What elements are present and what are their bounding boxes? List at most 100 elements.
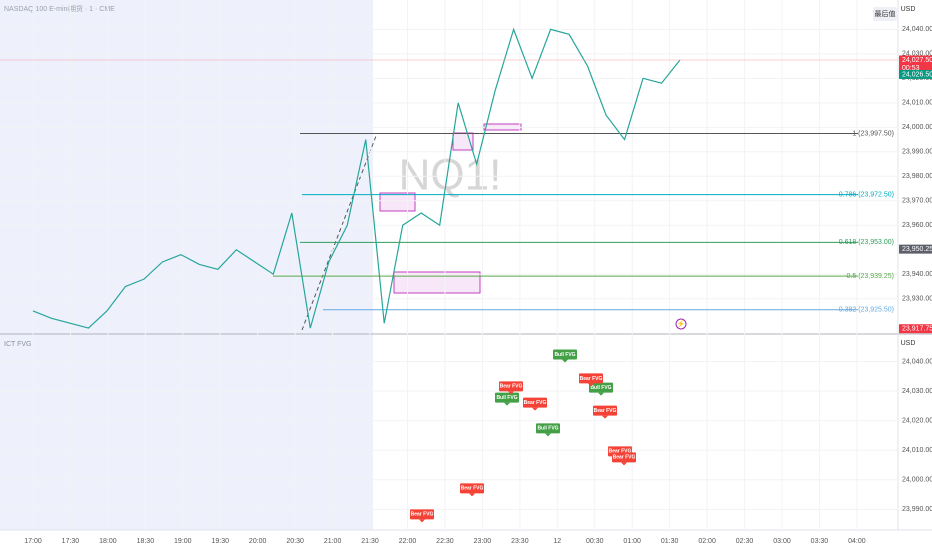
alert-icon[interactable] xyxy=(675,318,687,330)
time-label: 23:00 xyxy=(474,538,492,545)
time-label: 19:30 xyxy=(211,538,229,545)
y-tick-label: 23,980.00 xyxy=(902,173,932,180)
session-shade xyxy=(0,0,373,530)
alert-glyph[interactable]: ⚡ xyxy=(677,319,686,328)
fvg-signal-pointer xyxy=(508,391,514,395)
time-label: 20:00 xyxy=(249,538,267,545)
time-label: 21:30 xyxy=(361,538,379,545)
fvg-signal-label: Bear FVG xyxy=(594,408,617,414)
fib-label: 0.382 (23,925.50) xyxy=(839,307,894,314)
price-badge xyxy=(899,244,932,254)
fvg-signal xyxy=(495,392,519,403)
fvg-signal-pointer xyxy=(562,359,568,363)
countdown: 00:53 xyxy=(902,65,920,72)
fvg-signal-label: Bear FVG xyxy=(609,449,632,455)
fib-label: 0.5 (23,939.25) xyxy=(847,273,894,280)
time-label: 01:00 xyxy=(623,538,641,545)
y-tick-label: 23,970.00 xyxy=(902,198,932,205)
fvg-signal-label: Bear FVG xyxy=(580,376,603,382)
y-tick-label: 23,940.00 xyxy=(902,271,932,278)
fvg-signal-pointer xyxy=(545,433,551,437)
y-tick-label: 23,930.00 xyxy=(902,296,932,303)
time-label: 19:00 xyxy=(174,538,192,545)
price-badge-label: 24,026.50 xyxy=(902,71,932,78)
time-label: 17:30 xyxy=(62,538,80,545)
time-label: 17:00 xyxy=(24,538,42,545)
fib-label: 0.618 (23,953.00) xyxy=(839,239,894,246)
y-tick-label: 24,040.00 xyxy=(902,358,932,365)
fvg-signal-pointer xyxy=(602,415,608,419)
fvg-signal-pointer xyxy=(621,462,627,466)
time-label: 12 xyxy=(553,538,561,545)
fvg-title: ICT FVG xyxy=(4,341,31,348)
price-currency: USD xyxy=(901,6,916,13)
fvg-signal xyxy=(579,373,603,384)
time-label: 20:30 xyxy=(286,538,304,545)
fvg-signal-label: Bear FVG xyxy=(500,384,523,390)
fvg-signal-label: Bull FVG xyxy=(554,352,575,358)
time-label: 01:30 xyxy=(661,538,679,545)
fvg-signal-label: Bull FVG xyxy=(590,385,611,391)
y-tick-label: 23,960.00 xyxy=(902,222,932,229)
fvg-signal-pointer xyxy=(532,407,538,411)
time-label: 03:00 xyxy=(773,538,791,545)
time-label: 03:30 xyxy=(811,538,829,545)
fvg-signal xyxy=(536,423,560,434)
price-badge-label: 23,950.25 xyxy=(902,246,932,253)
time-label: 18:00 xyxy=(99,538,117,545)
y-tick-label: 23,990.00 xyxy=(902,506,932,513)
price-badge xyxy=(899,69,932,79)
fvg-signal-pointer xyxy=(588,383,594,387)
price-line xyxy=(32,27,681,329)
fvg-signal xyxy=(499,381,523,392)
fvg-signal-label: Bull FVG xyxy=(537,426,558,432)
fvg-boxes xyxy=(379,123,522,294)
fvg-signal-pointer xyxy=(469,493,475,497)
y-tick-label: 24,040.00 xyxy=(902,26,932,33)
y-tick-label: 24,000.00 xyxy=(902,124,932,131)
price-badge-label: 24,027.50 xyxy=(902,57,932,64)
fvg-signal xyxy=(410,509,434,520)
fvg-signal-pointer xyxy=(419,519,425,523)
fvg-signal-label: Bull FVG xyxy=(496,395,517,401)
time-label: 18:30 xyxy=(137,538,155,545)
time-label: 02:30 xyxy=(736,538,754,545)
y-tick-label: 24,010.00 xyxy=(902,100,932,107)
y-tick-label: 23,990.00 xyxy=(902,149,932,156)
price-badge-label: 23,917.75 xyxy=(902,326,932,333)
price-badge xyxy=(899,324,932,334)
fvg-signal-label: Bear FVG xyxy=(411,512,434,518)
fvg-signal-pointer xyxy=(504,402,510,406)
fvg-signal-label: Bear FVG xyxy=(461,486,484,492)
last-value-text[interactable]: 最后值 xyxy=(875,9,896,18)
time-label: 21:00 xyxy=(324,538,342,545)
time-label: 22:30 xyxy=(436,538,454,545)
symbol-legend: NASDAQ 100 E-mini期货 · 1 · CME xyxy=(4,4,115,13)
fvg-signal-pointer xyxy=(598,392,604,396)
y-tick-label: 24,030.00 xyxy=(902,388,932,395)
time-label: 22:00 xyxy=(399,538,417,545)
fvg-box xyxy=(393,271,481,294)
time-label: 04:00 xyxy=(848,538,866,545)
y-tick-label: 24,030.00 xyxy=(902,51,932,58)
fvg-signal xyxy=(589,382,613,393)
fvg-signal xyxy=(593,405,617,416)
fib-label: 1 (23,997.50) xyxy=(852,130,894,137)
y-tick-label: 24,020.00 xyxy=(902,418,932,425)
fvg-currency: USD xyxy=(901,340,916,347)
fib-label: 0.786 (23,972.50) xyxy=(839,192,894,199)
fvg-box xyxy=(379,192,416,212)
y-tick-label: 24,000.00 xyxy=(902,477,932,484)
fvg-signal xyxy=(460,483,484,494)
y-tick-label: 24,010.00 xyxy=(902,447,932,454)
time-label: 00:30 xyxy=(586,538,604,545)
fvg-signal-label: Bear FVG xyxy=(524,400,547,406)
fvg-signal xyxy=(553,349,577,360)
fvg-signal xyxy=(612,452,636,463)
last-value-button[interactable] xyxy=(873,7,897,21)
fvg-signal xyxy=(523,397,547,408)
fvg-signal-label: Bear FVG xyxy=(613,455,636,461)
time-label: 23:30 xyxy=(511,538,529,545)
